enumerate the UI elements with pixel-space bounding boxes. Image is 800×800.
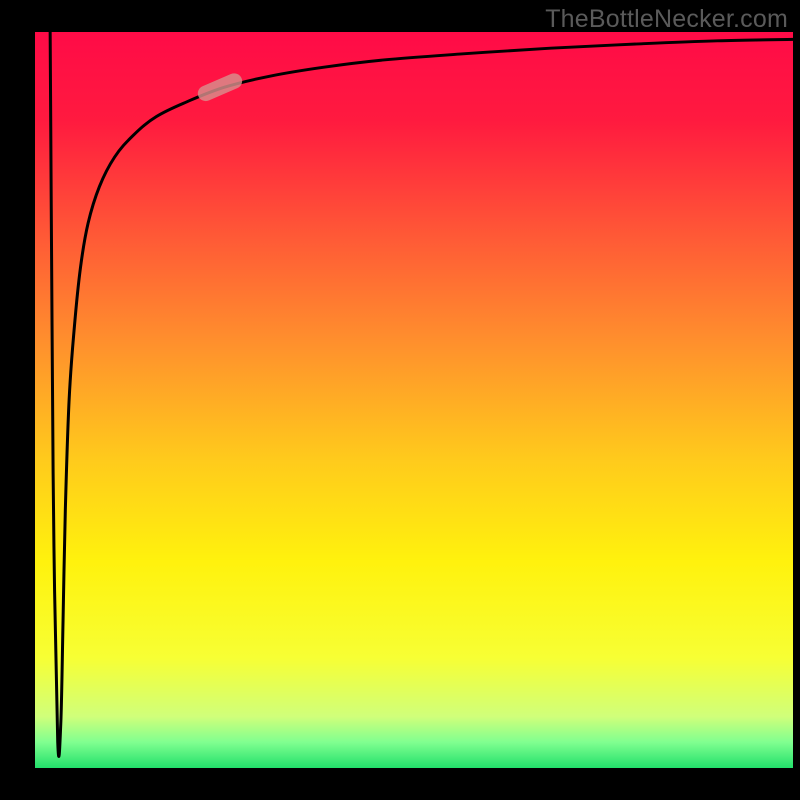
chart-plot-area (35, 32, 793, 768)
watermark-text: TheBottleNecker.com (545, 5, 788, 34)
stage: TheBottleNecker.com (0, 0, 800, 800)
chart-background (35, 32, 793, 768)
bottleneck-curve-chart (35, 32, 793, 768)
